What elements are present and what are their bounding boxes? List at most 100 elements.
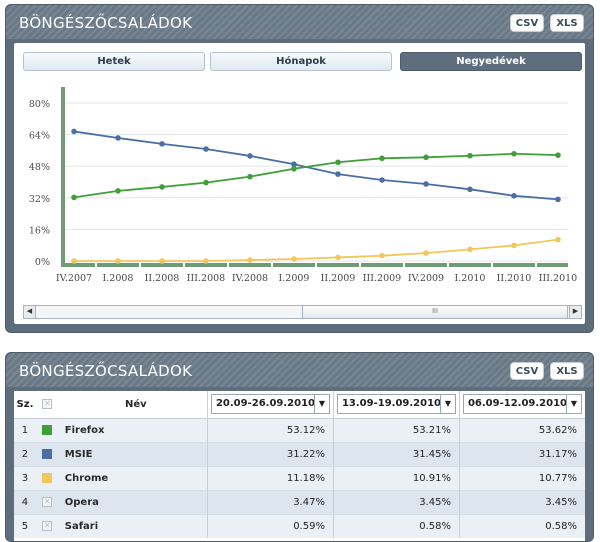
series-point (159, 184, 165, 190)
table-row[interactable]: 5 ✕ Safari 0.59% 0.58% 0.58% (14, 513, 585, 538)
table-area: Sz. ✕ Név 20.09-26.09.2010 ▼ 13.09-19.09.… (14, 391, 585, 541)
share-value: 31.22% (206, 441, 334, 466)
chart-scrollbar[interactable]: ◀ III ▶ (23, 305, 582, 319)
row-select-cell[interactable]: ✕ (35, 513, 59, 538)
x-tick-label: II.2010 (497, 273, 532, 284)
share-value: 31.45% (332, 441, 460, 466)
panel-title: BÖNGÉSZŐCSALÁDOK (19, 14, 193, 32)
x-tick-label: III.2009 (363, 273, 401, 284)
y-tick-label: 32% (29, 194, 50, 205)
week-select-2[interactable]: 13.09-19.09.2010 ▼ (336, 394, 456, 415)
series-point (423, 154, 429, 161)
series-point (511, 193, 517, 199)
share-value: 53.62% (458, 417, 585, 442)
x-tick-label: I.2010 (455, 273, 486, 284)
week-select-3[interactable]: 06.09-12.09.2010 ▼ (462, 394, 582, 415)
y-tick-label: 0% (35, 257, 50, 268)
line-chart: 80% 64% 48% 32% 16% 0% IV.2007 I.2008 II.2008 III… (29, 87, 581, 284)
browser-name: Safari (58, 513, 208, 538)
chevron-down-icon[interactable]: ▼ (565, 395, 581, 414)
x-tick-label: III.2008 (187, 273, 225, 284)
col-week-2-header[interactable]: 13.09-19.09.2010 ▼ (332, 391, 460, 419)
y-tick-label: 64% (29, 131, 50, 142)
series-color-swatch[interactable] (42, 472, 53, 483)
series-color-swatch[interactable] (42, 424, 53, 435)
series-point (335, 159, 341, 166)
browser-name: MSIE (58, 441, 208, 466)
series-point (247, 257, 253, 263)
scrollbar-thumb[interactable]: III (302, 306, 568, 318)
week-select-2-value: 13.09-19.09.2010 (341, 398, 442, 410)
row-select-cell[interactable] (35, 441, 59, 466)
series-point (115, 135, 121, 141)
x-tick-label: IV.2009 (408, 273, 444, 284)
row-number: 4 (14, 489, 36, 514)
tab-weeks[interactable]: Hetek (23, 52, 205, 71)
tab-months[interactable]: Hónapok (210, 52, 392, 71)
x-tick-label: IV.2008 (232, 273, 268, 284)
table-body: 1 Firefox 53.12% 53.21% 53.62% 2 MSIE 31.22% 31.… (14, 417, 585, 538)
week-select-1[interactable]: 20.09-26.09.2010 ▼ (210, 394, 330, 415)
x-tick-label: III.2010 (539, 273, 577, 284)
series-point (203, 258, 209, 264)
chevron-down-icon[interactable]: ▼ (439, 395, 455, 414)
row-select-cell[interactable] (35, 465, 59, 490)
col-week-3-header[interactable]: 06.09-12.09.2010 ▼ (458, 391, 585, 419)
col-number-header: Sz. (14, 391, 36, 419)
series-point (467, 246, 473, 253)
browser-name: Chrome (58, 465, 208, 490)
col-select-header[interactable]: ✕ (35, 391, 59, 419)
series-point (335, 254, 341, 261)
series-point (247, 173, 253, 180)
series-line-2 (74, 238, 559, 262)
series-point (203, 146, 209, 152)
scroll-left-arrow-icon[interactable]: ◀ (24, 306, 36, 318)
series-point (71, 194, 77, 201)
series-point (291, 256, 297, 262)
browser-families-table-panel: BÖNGÉSZŐCSALÁDOK CSV XLS Sz. ✕ Név 20.09… (5, 352, 594, 542)
series-point (159, 141, 165, 147)
col-week-1-header[interactable]: 20.09-26.09.2010 ▼ (206, 391, 334, 419)
table-row[interactable]: 2 MSIE 31.22% 31.45% 31.17% (14, 441, 585, 466)
checkbox-icon[interactable]: ✕ (42, 496, 53, 507)
table-row[interactable]: 3 Chrome 11.18% 10.91% 10.77% (14, 465, 585, 490)
xls-export-button[interactable]: XLS (550, 14, 584, 32)
x-tick-label: I.2008 (103, 273, 134, 284)
series-point (555, 236, 561, 243)
series-point (159, 258, 165, 264)
x-tick-label: II.2009 (321, 273, 356, 284)
scroll-right-arrow-icon[interactable]: ▶ (569, 306, 581, 318)
checkbox-icon[interactable]: ✕ (42, 398, 53, 409)
csv-export-button[interactable]: CSV (510, 362, 544, 380)
row-number: 3 (14, 465, 36, 490)
share-value: 10.91% (332, 465, 460, 490)
series-point (291, 165, 297, 172)
table-row[interactable]: 4 ✕ Opera 3.47% 3.45% 3.45% (14, 489, 585, 514)
x-tick-label: IV.2007 (56, 273, 92, 284)
csv-export-button[interactable]: CSV (510, 14, 544, 32)
series-point (247, 153, 253, 159)
series-color-swatch[interactable] (42, 448, 53, 459)
series-point (291, 161, 297, 168)
chevron-down-icon[interactable]: ▼ (313, 395, 329, 414)
series-point (379, 177, 385, 183)
share-value: 0.58% (332, 513, 460, 538)
series-point (555, 196, 561, 203)
tab-quarters[interactable]: Negyedévek (400, 52, 582, 71)
week-select-3-value: 06.09-12.09.2010 (467, 398, 568, 410)
series-point (467, 186, 473, 193)
table-row[interactable]: 1 Firefox 53.12% 53.21% 53.62% (14, 417, 585, 442)
y-axis-bar (61, 87, 65, 267)
share-value: 31.17% (458, 441, 585, 466)
row-select-cell[interactable] (35, 417, 59, 442)
share-value: 0.59% (206, 513, 334, 538)
series-point (203, 179, 209, 186)
x-axis-bar (61, 263, 568, 267)
series-point (511, 242, 517, 249)
checkbox-icon[interactable]: ✕ (42, 520, 53, 531)
xls-export-button[interactable]: XLS (550, 362, 584, 380)
y-tick-label: 48% (29, 162, 50, 173)
series-point (423, 181, 429, 187)
week-select-1-value: 20.09-26.09.2010 (215, 398, 316, 410)
row-select-cell[interactable]: ✕ (35, 489, 59, 514)
